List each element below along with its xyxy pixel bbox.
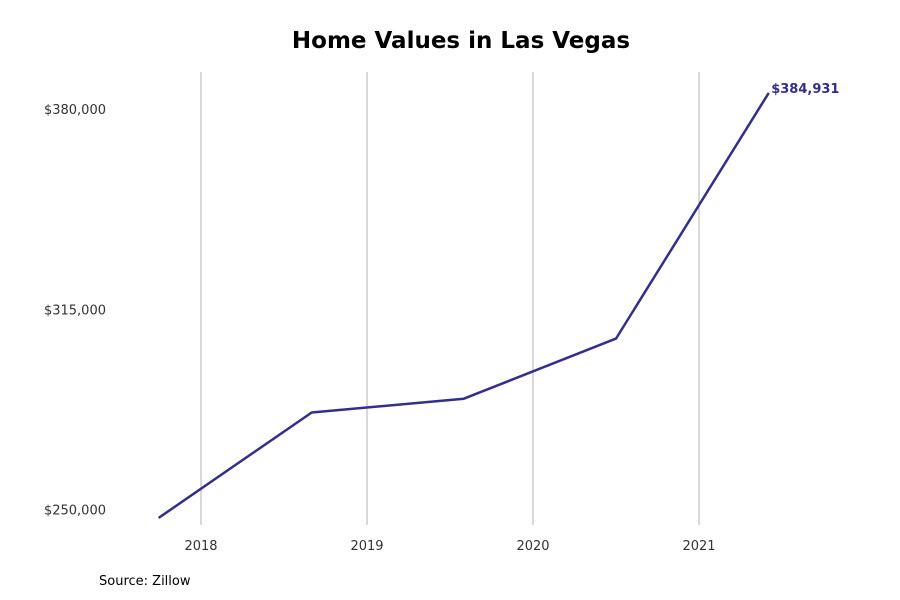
x-tick-label: 2020 [516,539,549,554]
y-tick-label: $380,000 [44,103,106,118]
series-line [158,92,770,519]
gridlines [200,72,700,525]
source-note: Source: Zillow [99,574,191,589]
x-tick-label: 2019 [350,539,383,554]
y-tick-label: $315,000 [44,303,106,318]
y-axis-ticks: $250,000 $315,000 $380,000 [44,103,106,519]
end-value-label: $384,931 [771,82,839,97]
x-tick-label: 2018 [184,539,217,554]
series-layer: $384,931 [158,82,839,519]
x-axis-ticks: 2018 2019 2020 2021 [184,539,715,554]
y-tick-label: $250,000 [44,504,106,519]
x-tick-label: 2021 [682,539,715,554]
chart-title: Home Values in Las Vegas [291,28,631,54]
